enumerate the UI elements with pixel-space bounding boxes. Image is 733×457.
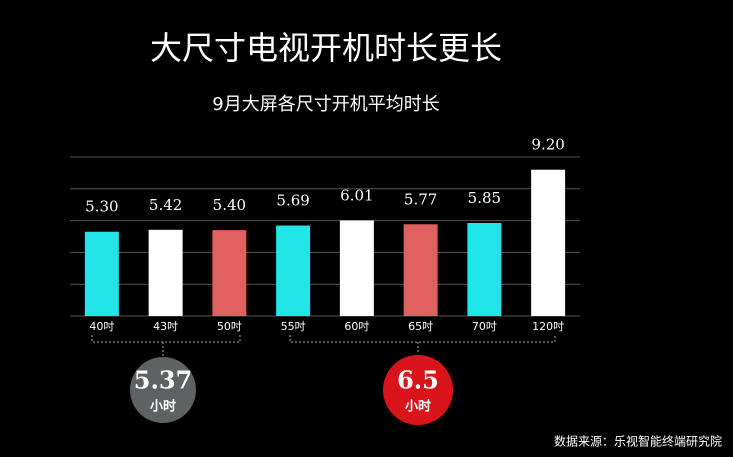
value-label: 9.20 (531, 136, 564, 154)
summary-value: 5.37 (134, 366, 192, 395)
value-label: 5.69 (276, 192, 309, 210)
value-label: 5.85 (468, 189, 501, 207)
value-label: 5.42 (149, 196, 182, 214)
x-tick-label: 120吋 (532, 320, 564, 333)
x-tick-label: 65吋 (408, 320, 433, 333)
x-tick-label: 60吋 (344, 320, 369, 333)
x-tick-label: 50吋 (217, 320, 242, 333)
value-label: 5.30 (85, 198, 118, 216)
chart-subtitle: 9月大屏各尺寸开机平均时长 (212, 94, 439, 115)
summary-unit: 小时 (405, 399, 431, 415)
value-label: 5.40 (213, 196, 246, 214)
x-tick-label: 40吋 (89, 320, 114, 333)
summary-unit: 小时 (150, 399, 176, 415)
bar (276, 225, 311, 316)
x-tick-label: 55吋 (281, 320, 306, 333)
source-note: 数据来源：乐视智能终端研究院 (554, 434, 722, 449)
bar (84, 231, 119, 316)
bracket (289, 335, 556, 354)
bar (339, 220, 374, 316)
bar (467, 222, 502, 316)
chart-title: 大尺寸电视开机时长更长 (150, 29, 502, 67)
summary-value: 6.5 (397, 366, 439, 395)
value-label: 5.77 (404, 190, 437, 208)
value-label: 6.01 (340, 186, 373, 204)
bar (531, 169, 566, 316)
summary-circle (383, 355, 453, 425)
bar (403, 224, 438, 316)
brackets (91, 335, 556, 356)
bar (212, 230, 247, 316)
bar (148, 229, 183, 316)
x-tick-label: 43吋 (153, 320, 178, 333)
bracket (91, 335, 241, 356)
summary-circle (130, 357, 196, 423)
x-tick-label: 70吋 (472, 320, 497, 333)
